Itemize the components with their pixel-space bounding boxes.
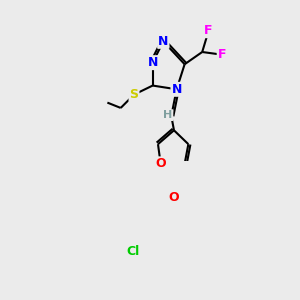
Text: F: F	[204, 24, 213, 37]
Text: Cl: Cl	[126, 245, 140, 258]
Text: N: N	[158, 35, 169, 48]
Text: O: O	[169, 191, 179, 204]
Text: O: O	[155, 158, 166, 170]
Text: F: F	[218, 48, 226, 61]
Text: S: S	[130, 88, 139, 101]
Text: H: H	[163, 110, 172, 120]
Text: N: N	[148, 56, 158, 69]
Text: N: N	[171, 83, 182, 96]
